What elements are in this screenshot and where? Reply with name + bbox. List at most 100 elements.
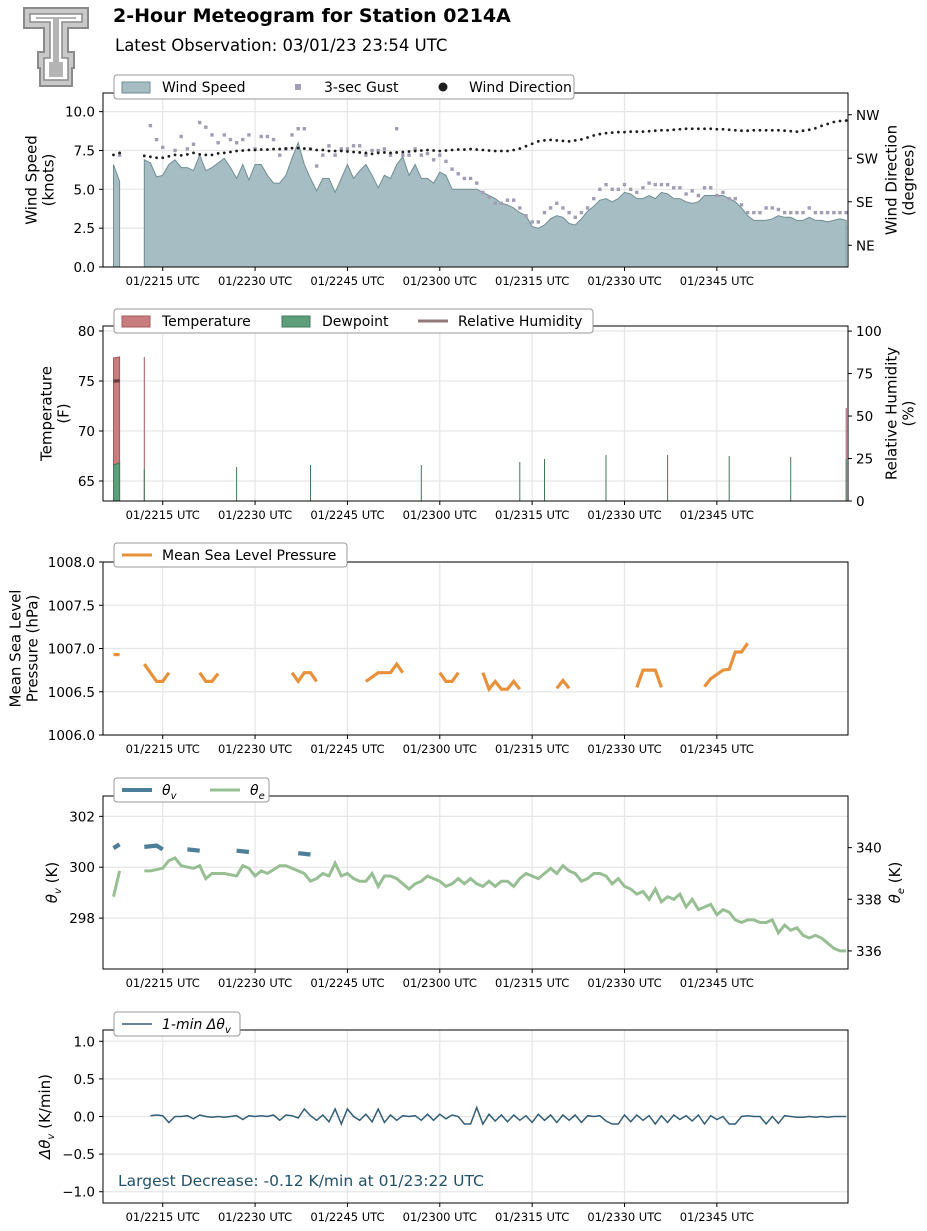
gust-marker: [690, 189, 694, 193]
wind-direction-point: [376, 151, 380, 155]
wind-direction-point: [512, 148, 516, 152]
wind-direction-point: [259, 148, 263, 151]
y2-axis-label-line: (degrees): [900, 144, 918, 216]
pressure-line: [555, 677, 571, 690]
wind-direction-point: [752, 128, 756, 132]
wind-direction-point: [733, 128, 737, 132]
legend-item: 1-min Δθv: [122, 1017, 232, 1036]
gust-marker: [832, 210, 836, 215]
gust-marker: [708, 186, 713, 190]
gust-marker: [585, 206, 590, 210]
plot-frame: [102, 325, 849, 502]
wind-direction-point: [832, 120, 836, 124]
legend: Temperature Dewpoint Relative Humidity: [113, 308, 594, 334]
gust-marker: [407, 153, 411, 157]
wind-direction-point: [789, 129, 793, 133]
gust-marker: [770, 206, 774, 210]
page-title: 2-Hour Meteogram for Station 0214A: [113, 5, 511, 27]
gust-marker: [314, 164, 319, 168]
y-tick-label: 7.5: [74, 143, 95, 159]
y2-tick-label: 75: [856, 367, 873, 383]
legend-box: [113, 542, 348, 568]
y-axis-label: θv (K): [43, 862, 64, 903]
gust-marker: [573, 215, 577, 219]
gust-marker: [345, 147, 350, 151]
y2-axis-label: Relative Humidity (%): [883, 347, 918, 480]
y-tick-label: 75: [78, 374, 95, 390]
x-tick-label: 01/2300 UTC: [403, 742, 477, 756]
gust-marker: [659, 182, 664, 187]
theta-v-line: [144, 843, 164, 852]
legend-item: Dewpoint: [281, 314, 389, 330]
dtheta-line: [150, 1105, 847, 1126]
legend: 1-min Δθv: [113, 1011, 241, 1037]
wind-direction-point: [703, 127, 706, 131]
wind-direction-point: [395, 151, 399, 154]
gust-marker: [752, 210, 756, 215]
wind-direction-point: [173, 153, 177, 157]
gust-marker: [481, 190, 485, 195]
gust-marker: [505, 198, 510, 202]
gust-marker: [715, 193, 719, 198]
wind-direction-point: [198, 152, 202, 156]
x-tick-label: 01/2215 UTC: [126, 274, 200, 288]
wind-direction-point: [580, 138, 583, 141]
gust-marker: [641, 186, 645, 190]
y-tick-label: −1.0: [62, 1185, 95, 1201]
gust-marker: [247, 133, 251, 137]
wind-direction-point: [536, 139, 540, 143]
wind-direction-point: [358, 151, 362, 154]
wind-direction-point: [820, 124, 823, 128]
gust-marker: [684, 192, 688, 196]
gust-marker: [148, 123, 153, 128]
y-axis-label-line: (knots): [40, 154, 58, 207]
x-tick-label: 01/2315 UTC: [495, 274, 569, 288]
legend-box: [113, 74, 575, 100]
y2-axis-label: Wind Direction (degrees): [883, 125, 918, 235]
theta-e-line: [112, 870, 122, 898]
wind-direction-point: [118, 151, 122, 155]
wind-direction-point: [764, 128, 768, 132]
y2-tick-label: 336: [856, 944, 882, 960]
y-tick-label: 2.5: [74, 221, 95, 237]
y-tick-label: 10.0: [65, 105, 95, 121]
y-tick-label: 70: [78, 424, 95, 440]
gust-marker: [795, 210, 799, 215]
gust-marker: [487, 195, 491, 199]
y-tick-label: 300: [69, 860, 95, 876]
wind-direction-point: [561, 139, 565, 143]
gust-marker: [678, 186, 682, 190]
gust-marker: [370, 148, 374, 153]
y2-tick-label: 340: [856, 841, 882, 857]
plot-frame: [102, 795, 849, 970]
wind-direction-point: [783, 129, 786, 133]
gust-marker: [733, 196, 738, 201]
gust-marker: [179, 134, 183, 139]
gust-marker: [197, 120, 202, 125]
wind-direction-point: [142, 154, 146, 158]
wind-direction-point: [401, 150, 405, 154]
legend-label: Relative Humidity: [458, 314, 582, 330]
legend-swatch: [121, 81, 151, 94]
gust-marker: [518, 206, 522, 210]
legend-item: Wind Speed: [121, 80, 246, 96]
wind-direction-point: [216, 152, 220, 155]
wind-direction-point: [413, 149, 417, 153]
wind-direction-point: [284, 147, 288, 150]
gust-marker: [333, 153, 337, 157]
wind-direction-point: [481, 148, 485, 152]
wind-direction-point: [838, 119, 842, 123]
wind-direction-point: [555, 138, 559, 142]
gust-marker: [228, 137, 233, 142]
pressure-line: [198, 671, 220, 683]
x-tick-label: 01/2245 UTC: [310, 1210, 384, 1224]
legend-item: Wind Direction: [438, 80, 572, 96]
gust-marker: [265, 134, 270, 139]
gust-marker: [764, 206, 768, 210]
y-tick-label: 302: [69, 809, 95, 825]
wind-direction-point: [339, 149, 343, 153]
gust-marker: [259, 134, 263, 139]
wind-direction-point: [635, 130, 639, 134]
wind-direction-point: [475, 148, 479, 151]
wind-direction-point: [333, 149, 337, 153]
